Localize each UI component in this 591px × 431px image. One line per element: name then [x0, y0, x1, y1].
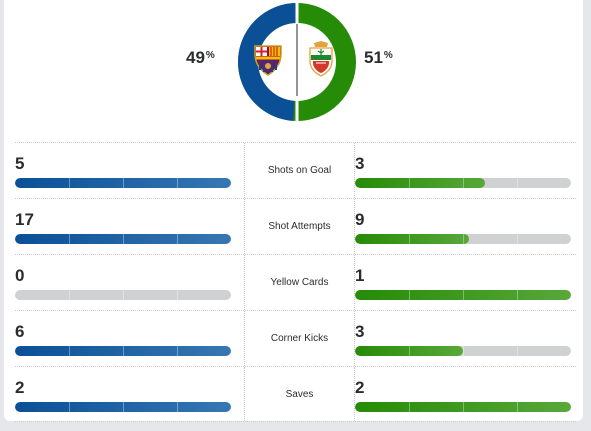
- bar-segment-divider: [69, 402, 70, 412]
- bar-segment-divider: [517, 234, 518, 244]
- match-stats-card: 49% 51% 5 Shots on Goal 3 17 Shot Attemp…: [4, 0, 583, 422]
- away-possession-percent: 51%: [364, 48, 393, 67]
- home-stat-bar-fill: [15, 346, 231, 356]
- bar-segment-divider: [123, 234, 124, 244]
- bar-segment-divider: [123, 290, 124, 300]
- bar-segment-divider: [69, 290, 70, 300]
- stat-row-shots-on-goal: 5 Shots on Goal 3: [15, 142, 576, 198]
- bar-segment-divider: [177, 234, 178, 244]
- bar-segment-divider: [123, 402, 124, 412]
- home-stat-value: 6: [15, 322, 25, 341]
- away-stat-bar-fill: [355, 402, 571, 412]
- bar-segment-divider: [69, 234, 70, 244]
- home-stat-bar-fill: [15, 402, 231, 412]
- bar-segment-divider: [517, 178, 518, 188]
- bar-segment-divider: [123, 346, 124, 356]
- away-stat-value: 9: [355, 210, 365, 229]
- stat-row-yellow-cards: 0 Yellow Cards 1: [15, 254, 576, 310]
- bar-segment-divider: [517, 346, 518, 356]
- away-stat-bar: [355, 178, 571, 188]
- stat-label: Corner Kicks: [244, 311, 355, 366]
- home-stat-value: 17: [15, 210, 34, 229]
- away-stat-bar-fill: [355, 178, 485, 188]
- stat-row-corner-kicks: 6 Corner Kicks 3: [15, 310, 576, 366]
- fc-barcelona-crest-icon: [254, 45, 282, 76]
- bar-segment-divider: [517, 402, 518, 412]
- bar-segment-divider: [517, 290, 518, 300]
- away-stat-bar: [355, 234, 571, 244]
- away-stat-bar: [355, 346, 571, 356]
- bar-segment-divider: [463, 290, 464, 300]
- bar-segment-divider: [177, 178, 178, 188]
- home-stat-bar-fill: [15, 178, 231, 188]
- home-stat-value: 2: [15, 378, 25, 397]
- home-stat-bar: [15, 178, 231, 188]
- stat-label: Yellow Cards: [244, 255, 355, 310]
- away-stat-value: 1: [355, 266, 365, 285]
- away-stat-bar: [355, 402, 571, 412]
- bar-segment-divider: [409, 178, 410, 188]
- bar-segment-divider: [463, 402, 464, 412]
- home-stat-bar: [15, 234, 231, 244]
- stat-label: Shots on Goal: [244, 143, 355, 198]
- team-stats-table: 5 Shots on Goal 3 17 Shot Attempts 9 0 Y…: [15, 142, 576, 422]
- bar-segment-divider: [409, 402, 410, 412]
- home-stat-bar: [15, 346, 231, 356]
- bar-segment-divider: [177, 402, 178, 412]
- possession-donut: [238, 2, 356, 122]
- bar-segment-divider: [69, 178, 70, 188]
- stat-row-saves: 2 Saves 2: [15, 366, 576, 422]
- bar-segment-divider: [463, 234, 464, 244]
- home-stat-value: 5: [15, 154, 25, 173]
- home-stat-bar: [15, 402, 231, 412]
- bar-segment-divider: [409, 234, 410, 244]
- bar-segment-divider: [463, 346, 464, 356]
- stat-label: Shot Attempts: [244, 199, 355, 254]
- elche-cf-crest-icon: [309, 41, 333, 77]
- away-stat-bar-fill: [355, 234, 470, 244]
- bar-segment-divider: [123, 178, 124, 188]
- away-stat-bar-fill: [355, 290, 571, 300]
- bar-segment-divider: [409, 346, 410, 356]
- away-stat-bar: [355, 290, 571, 300]
- stat-row-shot-attempts: 17 Shot Attempts 9: [15, 198, 576, 254]
- away-stat-value: 3: [355, 322, 365, 341]
- home-possession-percent: 49%: [186, 48, 215, 67]
- away-stat-value: 2: [355, 378, 365, 397]
- bar-segment-divider: [177, 346, 178, 356]
- stat-label: Saves: [244, 367, 355, 421]
- home-stat-bar-fill: [15, 234, 231, 244]
- bar-segment-divider: [177, 290, 178, 300]
- bar-segment-divider: [409, 290, 410, 300]
- away-stat-bar-fill: [355, 346, 463, 356]
- possession-home-arc: [238, 3, 356, 121]
- home-stat-value: 0: [15, 266, 25, 285]
- bar-segment-divider: [463, 178, 464, 188]
- away-stat-value: 3: [355, 154, 365, 173]
- bar-segment-divider: [69, 346, 70, 356]
- home-stat-bar: [15, 290, 231, 300]
